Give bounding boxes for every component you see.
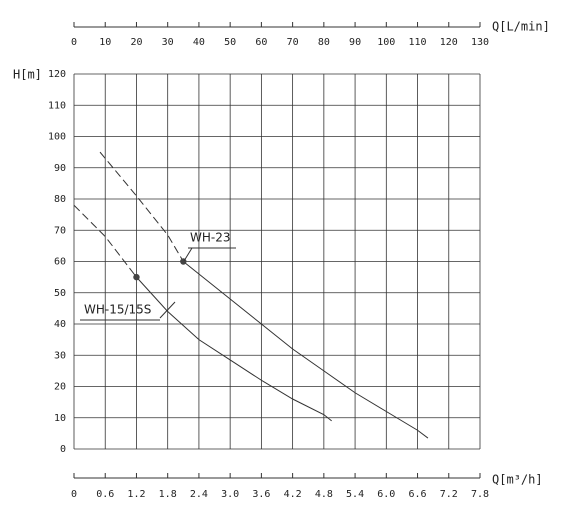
y-tick-label: 110: [48, 100, 66, 111]
x2-tick-label: 90: [349, 37, 361, 48]
x-tick-label: 1.8: [159, 489, 177, 500]
point: [133, 273, 140, 281]
y-tick-label: 30: [54, 350, 66, 361]
y-tick-label: 10: [54, 413, 66, 424]
x-tick-label: 6.0: [377, 489, 395, 500]
x2-tick-label: 60: [255, 37, 267, 48]
x-tick-label: 7.8: [471, 489, 489, 500]
x-tick-label: 6.6: [409, 489, 427, 500]
y-tick-label: 60: [54, 257, 66, 268]
x2-tick-label: 40: [193, 37, 205, 48]
x2-tick-label: 10: [99, 37, 111, 48]
y-tick-label: 20: [54, 382, 66, 393]
x2-tick-label: 110: [409, 37, 427, 48]
y-axis-label: H[m]: [13, 68, 42, 82]
y-tick-label: 120: [48, 69, 66, 80]
x2-tick-label: 0: [71, 37, 77, 48]
leader: [183, 247, 193, 262]
x2-axis-label: Q[L/min]: [492, 20, 550, 34]
x2-tick-label: 70: [287, 37, 299, 48]
x-tick-label: 7.2: [440, 489, 458, 500]
curve: [99, 151, 429, 439]
y-tick-label: 100: [48, 132, 66, 143]
y-tick-label: 80: [54, 194, 66, 205]
x-tick-label: 0.6: [96, 489, 114, 500]
x-tick-label: 0: [71, 489, 77, 500]
x2-tick-label: 20: [130, 37, 142, 48]
y-tick-label: 40: [54, 319, 66, 330]
series-label: WH-15/15S: [84, 303, 151, 317]
y-tick-label: 70: [54, 225, 66, 236]
x-tick-label: 3.6: [252, 489, 270, 500]
x2-tick-label: 80: [318, 37, 330, 48]
y-tick-label: 50: [54, 288, 66, 299]
x-tick-label: 1.2: [127, 489, 145, 500]
x2-tick-label: 50: [224, 37, 236, 48]
x-axis-label: Q[m³/h]: [492, 473, 543, 487]
x2-tick-label: 30: [162, 37, 174, 48]
x2-tick-label: 120: [440, 37, 458, 48]
x-tick-label: 2.4: [190, 489, 208, 500]
x-tick-label: 4.8: [315, 489, 333, 500]
x-tick-label: 4.2: [284, 489, 302, 500]
x-tick-label: 3.0: [221, 489, 239, 500]
leader: [159, 301, 176, 319]
y-tick-label: 0: [60, 444, 66, 455]
x2-tick-label: 130: [471, 37, 489, 48]
y-tick-label: 90: [54, 163, 66, 174]
x2-tick-label: 100: [377, 37, 395, 48]
series-label: WH-23: [190, 231, 231, 245]
x-tick-label: 5.4: [346, 489, 364, 500]
curve: [73, 204, 332, 422]
